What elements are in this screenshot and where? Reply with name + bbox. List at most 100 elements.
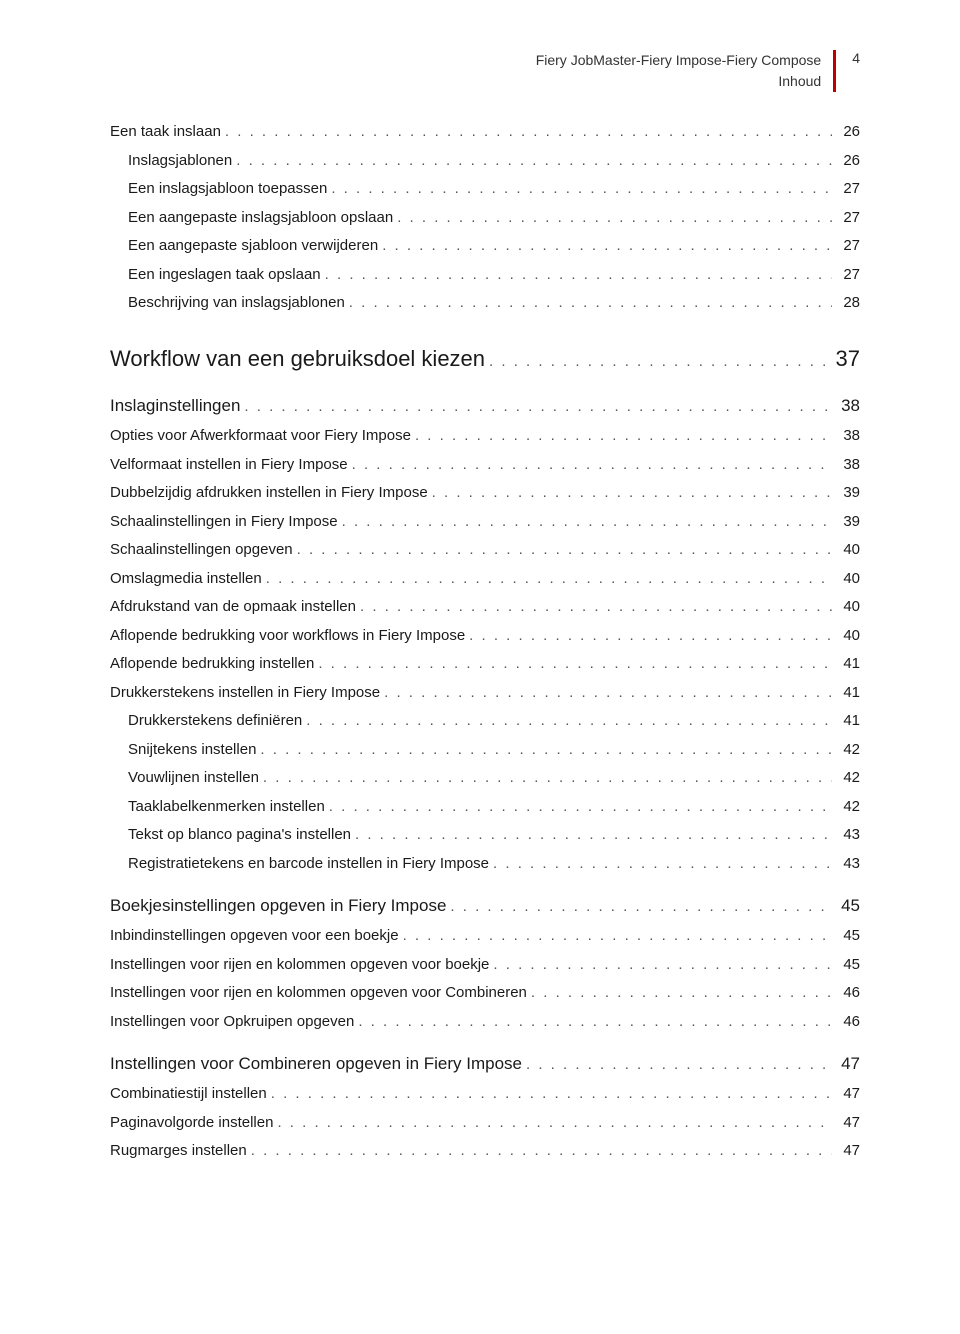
toc-entry-page: 39 [836, 483, 860, 503]
toc-entry: Instellingen voor rijen en kolommen opge… [110, 983, 860, 1003]
toc-dot-leader [266, 569, 832, 589]
toc-entry: Paginavolgorde instellen47 [110, 1113, 860, 1133]
toc-dot-leader [271, 1084, 832, 1104]
toc-entry-page: 27 [836, 265, 860, 285]
toc-entry-page: 45 [836, 926, 860, 946]
toc-entry-page: 40 [836, 597, 860, 617]
toc-dot-leader [236, 151, 832, 171]
toc-entry-page: 40 [836, 540, 860, 560]
toc-entry-page: 27 [836, 236, 860, 256]
toc-entry-page: 40 [836, 569, 860, 589]
toc-entry-label: Een inslagsjabloon toepassen [128, 179, 327, 199]
page-container: Fiery JobMaster-Fiery Impose-Fiery Compo… [0, 0, 960, 1334]
toc-entry: Een taak inslaan 26 [110, 122, 860, 142]
toc-entry-label: Rugmarges instellen [110, 1141, 247, 1161]
toc-entry-page: 38 [836, 455, 860, 475]
toc-entry: Instellingen voor Combineren opgeven in … [110, 1053, 860, 1075]
toc-dot-leader [263, 768, 832, 788]
toc-entry-label: Een taak inslaan [110, 122, 221, 142]
toc-entry-page: 41 [836, 683, 860, 703]
toc-entry: Inslaginstellingen 38 [110, 395, 860, 417]
toc-entry-label: Opties voor Afwerkformaat voor Fiery Imp… [110, 426, 411, 446]
toc-entry: Een aangepaste inslagsjabloon opslaan27 [110, 208, 860, 228]
toc-entry: Snijtekens instellen42 [110, 740, 860, 760]
toc-entry-label: Workflow van een gebruiksdoel kiezen [110, 345, 485, 374]
toc-entry-label: Drukkerstekens instellen in Fiery Impose [110, 683, 380, 703]
toc-dot-leader [493, 854, 832, 874]
toc-entry: Drukkerstekens instellen in Fiery Impose… [110, 683, 860, 703]
header-page-number: 4 [836, 50, 860, 66]
toc-entry: Een aangepaste sjabloon verwijderen 27 [110, 236, 860, 256]
toc-entry-page: 46 [836, 1012, 860, 1032]
toc-entry-page: 47 [836, 1053, 860, 1075]
toc-entry: Beschrijving van inslagsjablonen28 [110, 293, 860, 313]
toc-entry-label: Combinatiestijl instellen [110, 1084, 267, 1104]
toc-entry: Een ingeslagen taak opslaan 27 [110, 265, 860, 285]
toc-entry-page: 26 [836, 122, 860, 142]
toc-entry: Instellingen voor Opkruipen opgeven46 [110, 1012, 860, 1032]
toc-entry-page: 45 [836, 895, 860, 917]
toc-dot-leader [415, 426, 832, 446]
toc-dot-leader [251, 1141, 832, 1161]
header-text-block: Fiery JobMaster-Fiery Impose-Fiery Compo… [536, 50, 837, 92]
toc-dot-leader [297, 540, 832, 560]
toc-dot-leader [403, 926, 832, 946]
toc-entry-label: Een aangepaste inslagsjabloon opslaan [128, 208, 393, 228]
toc-entry-label: Vouwlijnen instellen [128, 768, 259, 788]
toc-entry-label: Taaklabelkenmerken instellen [128, 797, 325, 817]
toc-dot-leader [277, 1113, 832, 1133]
header-title: Fiery JobMaster-Fiery Impose-Fiery Compo… [536, 52, 822, 68]
toc-entry: Instellingen voor rijen en kolommen opge… [110, 955, 860, 975]
toc-entry-label: Een aangepaste sjabloon verwijderen [128, 236, 378, 256]
toc-entry-label: Snijtekens instellen [128, 740, 256, 760]
toc-entry-label: Omslagmedia instellen [110, 569, 262, 589]
toc-entry: Schaalinstellingen in Fiery Impose39 [110, 512, 860, 532]
toc-entry: Aflopende bedrukking voor workflows in F… [110, 626, 860, 646]
toc-entry-page: 47 [836, 1141, 860, 1161]
toc-entry-label: Inbindinstellingen opgeven voor een boek… [110, 926, 399, 946]
toc-entry: Velformaat instellen in Fiery Impose38 [110, 455, 860, 475]
toc-entry: Schaalinstellingen opgeven40 [110, 540, 860, 560]
toc-entry-label: Inslaginstellingen [110, 395, 240, 417]
toc-entry-label: Instellingen voor rijen en kolommen opge… [110, 983, 527, 1003]
toc-entry-label: Registratietekens en barcode instellen i… [128, 854, 489, 874]
toc-entry-page: 41 [836, 711, 860, 731]
toc-entry-page: 42 [836, 768, 860, 788]
toc-entry-label: Dubbelzijdig afdrukken instellen in Fier… [110, 483, 428, 503]
toc-entry-label: Tekst op blanco pagina's instellen [128, 825, 351, 845]
toc-entry-page: 37 [836, 345, 860, 374]
toc-dot-leader [469, 626, 832, 646]
toc-entry-page: 38 [836, 426, 860, 446]
toc-entry-label: Instellingen voor rijen en kolommen opge… [110, 955, 489, 975]
toc-entry-label: Een ingeslagen taak opslaan [128, 265, 321, 285]
toc-entry: Taaklabelkenmerken instellen 42 [110, 797, 860, 817]
toc-dot-leader [352, 455, 832, 475]
toc-entry-page: 27 [836, 179, 860, 199]
toc-entry-page: 45 [836, 955, 860, 975]
toc-dot-leader [526, 1055, 832, 1075]
toc-entry: Inslagsjablonen26 [110, 151, 860, 171]
toc-entry: Drukkerstekens definiëren41 [110, 711, 860, 731]
toc-entry-page: 46 [836, 983, 860, 1003]
toc-entry: Boekjesinstellingen opgeven in Fiery Imp… [110, 895, 860, 917]
toc-entry: Aflopende bedrukking instellen41 [110, 654, 860, 674]
table-of-contents: Een taak inslaan26Inslagsjablonen26Een i… [110, 122, 860, 1161]
toc-entry-page: 26 [836, 151, 860, 171]
toc-dot-leader [349, 293, 832, 313]
toc-entry: Workflow van een gebruiksdoel kiezen 37 [110, 345, 860, 374]
toc-dot-leader [397, 208, 832, 228]
page-header: Fiery JobMaster-Fiery Impose-Fiery Compo… [110, 50, 860, 92]
toc-entry-page: 40 [836, 626, 860, 646]
toc-dot-leader [342, 512, 832, 532]
toc-dot-leader [325, 265, 832, 285]
toc-entry-page: 42 [836, 797, 860, 817]
toc-entry: Dubbelzijdig afdrukken instellen in Fier… [110, 483, 860, 503]
toc-entry-label: Afdrukstand van de opmaak instellen [110, 597, 356, 617]
header-subtitle: Inhoud [536, 71, 822, 92]
toc-entry-page: 28 [836, 293, 860, 313]
toc-entry-page: 38 [836, 395, 860, 417]
toc-dot-leader [360, 597, 832, 617]
toc-dot-leader [382, 236, 832, 256]
toc-dot-leader [493, 955, 832, 975]
toc-entry-page: 47 [836, 1113, 860, 1133]
